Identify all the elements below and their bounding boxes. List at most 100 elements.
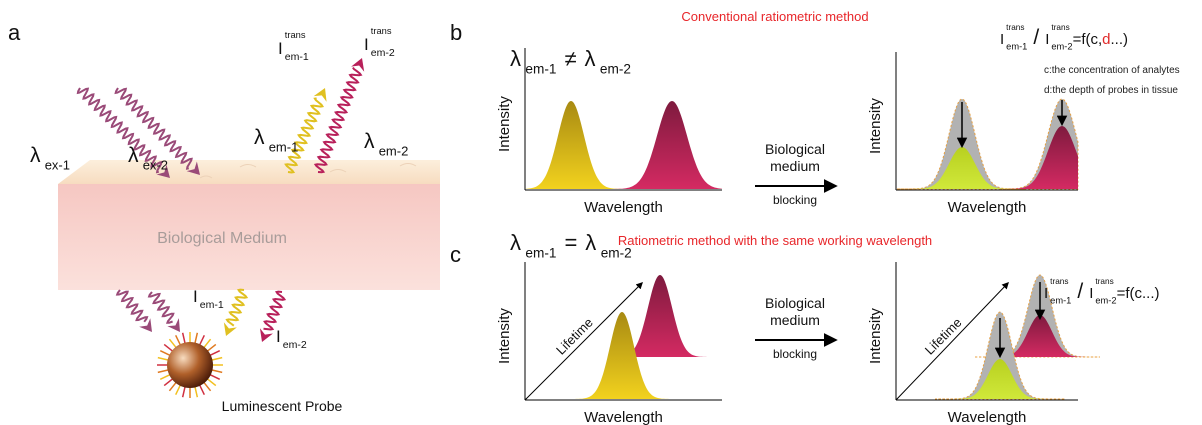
wave-arrow-head <box>259 328 273 342</box>
symbol: I <box>193 287 198 306</box>
process-label: Biological <box>765 295 825 311</box>
symbol: I <box>276 327 281 346</box>
wave-arrow-head <box>156 164 170 178</box>
probe-sphere <box>167 342 213 388</box>
z-axis <box>524 282 643 401</box>
medium-front <box>58 184 440 290</box>
probe-spike <box>159 373 171 380</box>
formula-result: =f(c...) <box>1117 285 1160 302</box>
probe-spike <box>181 332 186 344</box>
x-axis-label: Wavelength <box>584 199 663 216</box>
subscript: em-1 <box>525 62 556 77</box>
x-axis-label: Wavelength <box>584 409 663 425</box>
wave-arrow <box>263 290 287 331</box>
medium-label: Biological Medium <box>157 230 287 247</box>
superscript: trans <box>371 26 392 36</box>
subscript: em-2 <box>1051 41 1072 51</box>
subscript: em-2 <box>371 47 395 59</box>
probe-spike <box>168 381 177 392</box>
relation: ≠ <box>564 46 576 71</box>
probe-spike <box>211 356 223 361</box>
superscript: trans <box>1051 23 1069 32</box>
symbol: λ <box>128 144 139 167</box>
probe-spike <box>209 350 221 357</box>
superscript: trans <box>1095 277 1113 286</box>
subscript: em-2 <box>601 246 632 261</box>
probe-spike <box>203 381 212 392</box>
wave-arrow <box>225 288 249 327</box>
z-axis <box>895 281 1009 401</box>
attenuated-peak <box>975 315 1100 357</box>
wave-arrow-head <box>167 318 180 332</box>
process-label: blocking <box>773 193 817 207</box>
probe-spike <box>198 384 205 396</box>
subscript: em-1 <box>1050 295 1071 305</box>
medium-top <box>58 160 440 184</box>
emission-peak <box>560 312 690 399</box>
subscript: em-2 <box>283 339 307 351</box>
subscript: em-1 <box>269 139 299 154</box>
probe-spike <box>175 384 182 396</box>
formula-result: =f(c, <box>1073 31 1103 48</box>
medium-block <box>58 160 440 290</box>
subscript: em-2 <box>600 62 631 77</box>
probe-spike <box>198 334 205 346</box>
symbol: λ <box>30 144 41 167</box>
subscript: em-2 <box>379 143 409 158</box>
symbol: λ <box>585 230 596 255</box>
probe-spike <box>163 378 174 387</box>
y-axis-label: Intensity <box>867 308 884 364</box>
symbol: λ <box>364 130 375 153</box>
formula-result: d <box>1102 31 1110 48</box>
emission-peak <box>598 275 724 357</box>
probe-spike <box>206 378 217 387</box>
slash: / <box>1077 280 1083 303</box>
y-axis-label: Intensity <box>496 96 513 152</box>
probe-spike <box>168 338 177 349</box>
y-axis-label: Intensity <box>867 98 884 154</box>
probe-spike <box>157 356 169 361</box>
process-label: Biological <box>765 141 825 157</box>
process-label: medium <box>770 158 820 174</box>
probe-spike <box>175 334 182 346</box>
subscript: em-1 <box>200 299 224 311</box>
note: d:the depth of probes in tissue <box>1044 85 1178 96</box>
symbol: λ <box>585 46 596 71</box>
relation: = <box>564 230 577 255</box>
panel-label: b <box>450 20 462 45</box>
x-axis-label: Wavelength <box>948 409 1027 425</box>
superscript: trans <box>285 30 306 40</box>
subscript: em-1 <box>1006 41 1027 51</box>
superscript: trans <box>1050 277 1068 286</box>
process-label: medium <box>770 312 820 328</box>
probe-label: Luminescent Probe <box>222 398 343 414</box>
subscript: em-1 <box>525 246 556 261</box>
formula-result: ...) <box>1111 31 1129 48</box>
probe-spike <box>211 369 223 374</box>
subscript: ex-2 <box>143 157 168 172</box>
probe-spike <box>194 386 199 398</box>
wave-arrow-head <box>223 322 237 336</box>
probe-spike <box>181 386 186 398</box>
subscript: em-1 <box>285 51 309 63</box>
probe-spike <box>209 373 221 380</box>
attenuated-peak <box>1000 126 1078 189</box>
probe-spike <box>203 338 212 349</box>
process-label: blocking <box>773 347 817 361</box>
panel-label: a <box>8 20 21 45</box>
wave-arrow <box>114 87 193 170</box>
probe-spike <box>157 369 169 374</box>
probe-spike <box>194 332 199 344</box>
wave-arrow <box>313 67 363 174</box>
probe-spike <box>206 343 217 352</box>
symbol: I <box>278 39 283 58</box>
symbol: I <box>1044 285 1048 302</box>
attenuated-peak <box>935 359 1065 399</box>
probe-spike <box>163 343 174 352</box>
wave-arrow <box>76 87 163 174</box>
symbol: λ <box>254 126 265 149</box>
slash: / <box>1033 26 1039 49</box>
attenuated-peak <box>897 147 1025 189</box>
wave-arrow <box>284 97 325 174</box>
